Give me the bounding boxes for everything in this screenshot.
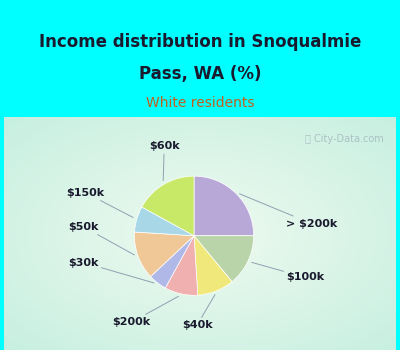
Wedge shape <box>134 207 194 236</box>
Wedge shape <box>142 176 194 236</box>
Wedge shape <box>150 236 194 288</box>
Text: $50k: $50k <box>68 222 134 255</box>
Text: $100k: $100k <box>252 262 324 282</box>
Text: $60k: $60k <box>149 141 180 181</box>
Wedge shape <box>134 232 194 276</box>
Text: White residents: White residents <box>146 96 254 110</box>
Text: $40k: $40k <box>182 295 215 330</box>
Text: > $200k: > $200k <box>240 194 338 229</box>
Wedge shape <box>165 236 198 295</box>
Text: $150k: $150k <box>66 188 133 217</box>
Text: $200k: $200k <box>112 296 178 327</box>
Wedge shape <box>194 236 232 295</box>
Wedge shape <box>194 236 254 282</box>
Text: Pass, WA (%): Pass, WA (%) <box>139 64 261 83</box>
Text: Income distribution in Snoqualmie: Income distribution in Snoqualmie <box>39 33 361 51</box>
Wedge shape <box>194 176 254 236</box>
Text: ⓘ City-Data.com: ⓘ City-Data.com <box>306 134 384 143</box>
Text: $30k: $30k <box>68 258 154 283</box>
